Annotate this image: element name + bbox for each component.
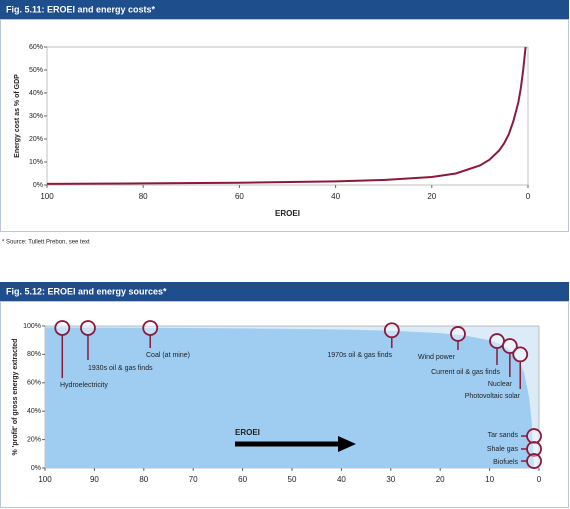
x-tick-label: 20 [436,475,445,484]
y-tick-label: 30% [29,113,43,120]
annotation-label: 1970s oil & gas finds [327,352,392,359]
annotation-marker [383,322,400,339]
annotation-marker [512,346,529,363]
x-tick-label: 50 [288,475,297,484]
annotation-label: Biofuels [493,459,518,466]
y-tick-label: 20% [27,436,41,443]
chart-title: Fig. 5.11: EROEI and energy costs* [6,4,156,14]
x-tick-label: 10 [485,475,494,484]
annotation-marker [80,320,96,336]
x-tick-label: 40 [337,475,346,484]
x-tick-label: 100 [40,192,54,201]
y-tick-label: 10% [29,159,43,166]
y-tick-label: 100% [23,323,41,330]
y-tick-label: 40% [27,408,41,415]
x-tick-label: 70 [189,475,198,484]
annotation-marker [450,326,466,342]
annotation-label: 1930s oil & gas finds [88,365,153,372]
arrow-label: EROEI [235,428,260,437]
annotation-label: Coal (at mine) [146,352,190,359]
annotation-label: Nuclear [488,381,513,388]
x-tick-label: 0 [526,192,531,201]
annotation-marker [54,320,71,336]
x-tick-label: 40 [331,192,340,201]
x-tick-label: 60 [238,475,247,484]
footnote: * Source: Tullett Prebon, see text [2,240,90,246]
y-tick-label: 0% [33,182,43,189]
y-tick-label: 80% [27,351,41,358]
y-tick-label: 40% [29,90,43,97]
chart-title: Fig. 5.12: EROEI and energy sources* [6,286,167,296]
x-tick-label: 0 [537,475,542,484]
arrow-head [338,436,356,452]
annotation-label: Wind power [418,354,456,361]
area-series [45,327,535,468]
x-tick-label: 30 [386,475,395,484]
x-tick-label: 80 [139,192,148,201]
annotation-marker [526,441,542,457]
y-axis-label: % 'profit' of gross energy extracted [12,339,19,456]
y-tick-label: 50% [29,67,43,74]
x-tick-label: 100 [38,475,52,484]
x-tick-label: 60 [235,192,244,201]
x-tick-label: 20 [427,192,436,201]
annotation-marker [526,453,542,469]
annotation-label: Hydroelectricity [60,382,108,389]
annotation-label: Current oil & gas finds [431,369,500,376]
annotation-label: Tar sands [488,432,519,439]
x-tick-label: 80 [139,475,148,484]
y-tick-label: 60% [29,44,43,51]
annotation-marker [526,428,542,444]
header-bar [0,282,569,301]
annotation-marker [501,338,518,354]
line-series [46,46,527,185]
y-tick-label: 0% [31,465,41,472]
x-axis-label: EROEI [275,209,300,218]
x-tick-label: 90 [90,475,99,484]
panel [0,19,569,232]
annotation-marker [142,320,159,336]
annotation-marker [489,333,505,349]
y-tick-label: 60% [27,380,41,387]
y-tick-label: 20% [29,136,43,143]
annotation-label: Shale gas [487,446,519,453]
header-bar [0,0,569,19]
y-axis-label: Energy cost as % of GDP [14,74,21,158]
annotation-label: Photovoltaic solar [465,393,521,400]
